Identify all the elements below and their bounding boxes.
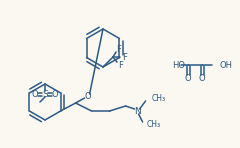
- Text: O: O: [52, 90, 58, 99]
- Text: O: O: [32, 90, 38, 99]
- Text: CH₃: CH₃: [152, 94, 166, 103]
- Text: F: F: [119, 61, 123, 70]
- Text: O: O: [199, 74, 205, 82]
- Text: O: O: [185, 74, 191, 82]
- Text: N: N: [134, 107, 141, 115]
- Text: HO: HO: [172, 61, 185, 70]
- Text: S: S: [42, 90, 48, 99]
- Text: F: F: [123, 53, 127, 62]
- Text: CH₃: CH₃: [147, 119, 161, 128]
- Text: OH: OH: [219, 61, 232, 70]
- Text: F: F: [117, 45, 121, 53]
- Text: O: O: [84, 91, 91, 100]
